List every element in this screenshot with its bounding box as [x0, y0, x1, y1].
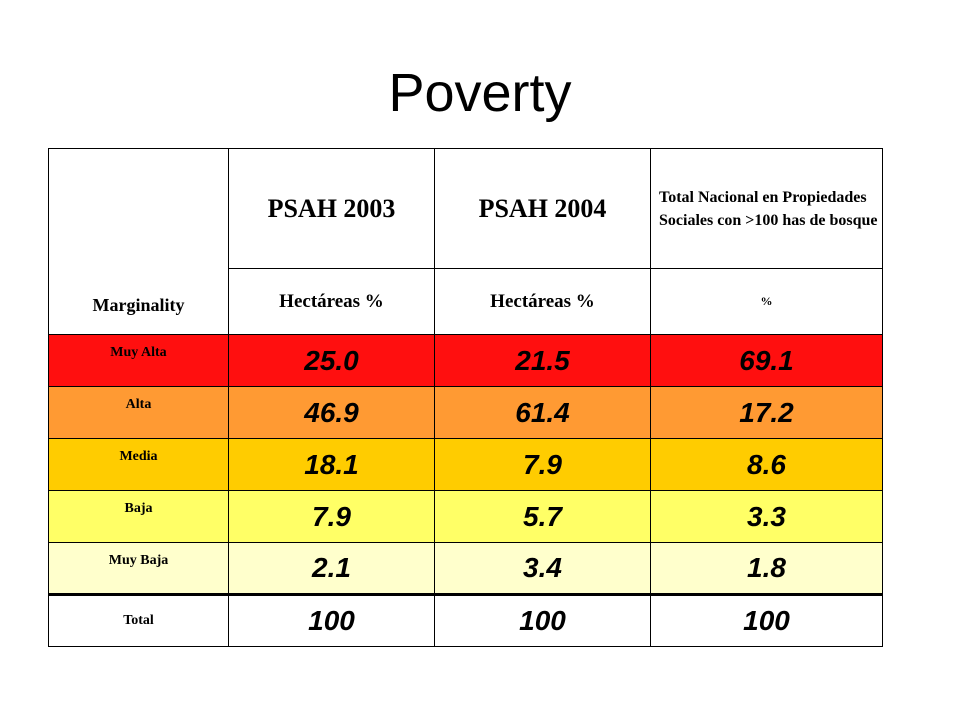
cell-psah-2003: 100: [228, 593, 435, 647]
cell-psah-2004: 3.4: [434, 542, 651, 595]
row-label: Total: [48, 593, 229, 647]
cell-psah-2003: 2.1: [228, 542, 435, 595]
cell-psah-2004: 5.7: [434, 490, 651, 543]
cell-total: 1.8: [650, 542, 883, 595]
table-row: Muy Baja 2.1 3.4 1.8: [48, 542, 883, 595]
row-label: Alta: [48, 386, 229, 439]
cell-psah-2004: 21.5: [434, 334, 651, 387]
cell-psah-2004: 7.9: [434, 438, 651, 491]
header-marginality: Marginality: [48, 148, 229, 335]
cell-total: 100: [650, 593, 883, 647]
table-row-total: Total 100 100 100: [48, 593, 883, 647]
table-row: Media 18.1 7.9 8.6: [48, 438, 883, 491]
table-row: Baja 7.9 5.7 3.3: [48, 490, 883, 543]
page-title: Poverty: [388, 63, 572, 123]
cell-psah-2003: 7.9: [228, 490, 435, 543]
header-psah-2003: PSAH 2003: [228, 148, 435, 269]
subheader-row: Hectáreas % Hectáreas % %: [49, 268, 883, 335]
subheader-unit-2004: Hectáreas %: [434, 268, 651, 335]
row-label: Muy Baja: [48, 542, 229, 595]
cell-total: 8.6: [650, 438, 883, 491]
row-label: Muy Alta: [48, 334, 229, 387]
cell-psah-2004: 100: [434, 593, 651, 647]
cell-psah-2003: 25.0: [228, 334, 435, 387]
cell-psah-2003: 18.1: [228, 438, 435, 491]
cell-total: 17.2: [650, 386, 883, 439]
cell-psah-2004: 61.4: [434, 386, 651, 439]
subheader-unit-total: %: [650, 268, 883, 335]
cell-psah-2003: 46.9: [228, 386, 435, 439]
poverty-table: Marginality PSAH 2003 PSAH 2004 Total Na…: [48, 148, 883, 647]
table-row: Muy Alta 25.0 21.5 69.1: [48, 334, 883, 387]
table-row: Alta 46.9 61.4 17.2: [48, 386, 883, 439]
row-label: Baja: [48, 490, 229, 543]
row-label: Media: [48, 438, 229, 491]
subheader-unit-2003: Hectáreas %: [228, 268, 435, 335]
header-row: Marginality PSAH 2003 PSAH 2004 Total Na…: [48, 148, 883, 335]
cell-total: 3.3: [650, 490, 883, 543]
header-psah-2004: PSAH 2004: [434, 148, 651, 269]
header-total-nacional: Total Nacional en Propiedades Sociales c…: [650, 148, 883, 269]
cell-total: 69.1: [650, 334, 883, 387]
